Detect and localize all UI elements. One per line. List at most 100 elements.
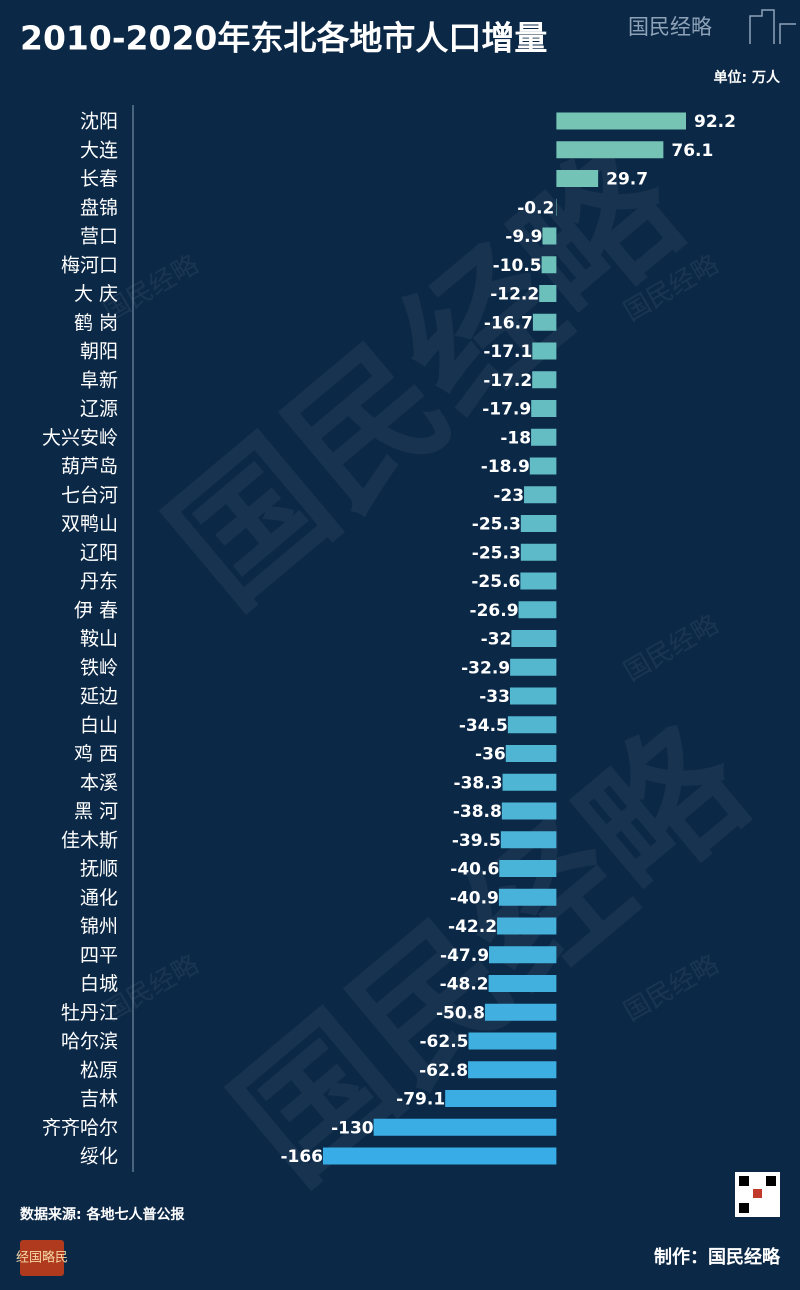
- value-label: -62.8: [419, 1061, 468, 1081]
- bar: [510, 658, 557, 676]
- value-label: -18: [500, 428, 531, 448]
- bar: [529, 457, 557, 475]
- y-tick-label: 四平: [80, 944, 118, 966]
- y-tick-label: 双鸭山: [61, 513, 118, 535]
- value-label: -50.8: [436, 1003, 485, 1023]
- bar: [501, 802, 557, 820]
- value-label: -166: [280, 1147, 323, 1167]
- y-tick-label: 沈阳: [80, 111, 118, 133]
- bar: [498, 888, 557, 906]
- value-label: -9.9: [505, 227, 542, 247]
- value-label: 76.1: [671, 141, 713, 161]
- y-tick-label: 通化: [80, 887, 118, 909]
- y-tick-label: 抚顺: [80, 858, 118, 880]
- bar: [531, 400, 557, 417]
- bar: [532, 371, 557, 389]
- value-label: -25.3: [472, 515, 521, 535]
- y-tick-label: 盘锦: [80, 197, 118, 219]
- value-label: -26.9: [470, 601, 519, 621]
- value-label: -47.9: [440, 946, 489, 966]
- value-label: -34.5: [459, 716, 508, 736]
- chart-title: 2010-2020年东北各地市人口增量: [20, 19, 547, 58]
- bar: [468, 1032, 557, 1050]
- value-label: -48.2: [440, 975, 489, 995]
- credit: 制作：国民经略: [654, 1246, 781, 1268]
- value-label: -17.9: [482, 400, 531, 420]
- bar: [505, 745, 557, 762]
- y-tick-label: 锦州: [80, 916, 118, 938]
- bar: [373, 1118, 557, 1136]
- bar: [556, 198, 557, 216]
- bar: [445, 1090, 557, 1107]
- bar: [556, 112, 686, 130]
- value-label: -40.9: [450, 888, 499, 908]
- value-label: -130: [331, 1118, 374, 1138]
- value-label: -23: [493, 486, 524, 506]
- y-tick-label: 本溪: [80, 772, 118, 794]
- qr-center: [753, 1189, 762, 1198]
- unit-label: 单位: 万人: [714, 69, 781, 86]
- bar: [556, 170, 599, 187]
- logo: 国民经略: [628, 15, 712, 39]
- qr-finder: [739, 1176, 749, 1186]
- bar: [500, 831, 557, 849]
- value-label: -16.7: [484, 313, 533, 333]
- bar: [520, 515, 557, 532]
- y-tick-label: 白城: [80, 973, 118, 995]
- y-tick-label: 鸡 西: [74, 743, 118, 765]
- bar: [532, 342, 557, 360]
- value-label: -32.9: [461, 658, 510, 678]
- bar: [532, 313, 557, 331]
- y-tick-label: 朝阳: [80, 341, 118, 363]
- value-label: 92.2: [694, 112, 736, 132]
- value-label: -0.2: [517, 198, 554, 218]
- bar: [323, 1147, 557, 1165]
- bar: [497, 917, 557, 935]
- value-label: -18.9: [481, 457, 530, 477]
- bar: [539, 285, 557, 302]
- value-label: -39.5: [452, 831, 501, 851]
- y-tick-label: 营口: [80, 226, 118, 248]
- value-label: 29.7: [606, 170, 648, 190]
- y-tick-label: 大 庆: [74, 283, 118, 305]
- value-label: -12.2: [490, 285, 539, 305]
- value-label: -36: [475, 745, 506, 765]
- bar: [488, 975, 557, 992]
- y-tick-label: 葫芦岛: [61, 456, 118, 478]
- y-tick-label: 黑 河: [74, 801, 118, 823]
- y-tick-label: 齐齐哈尔: [42, 1117, 118, 1139]
- y-tick-label: 白山: [80, 714, 118, 736]
- y-tick-label: 七台河: [61, 484, 118, 506]
- y-tick-label: 哈尔滨: [61, 1031, 118, 1053]
- y-tick-label: 伊 春: [74, 599, 118, 621]
- value-label: -32: [481, 630, 512, 650]
- bar: [507, 716, 557, 734]
- bar: [556, 141, 664, 159]
- badge: 经国略民: [16, 1250, 68, 1266]
- bar: [484, 1003, 557, 1021]
- y-tick-label: 长春: [80, 168, 118, 190]
- badge-box: [20, 1240, 64, 1276]
- bar: [520, 543, 557, 561]
- y-tick-label: 牡丹江: [61, 1002, 118, 1024]
- y-tick-label: 铁岭: [80, 657, 118, 679]
- value-label: -25.6: [471, 572, 520, 592]
- y-tick-label: 绥化: [80, 1146, 118, 1168]
- value-label: -38.3: [454, 773, 503, 793]
- qr-code: [735, 1172, 780, 1217]
- qr-finder: [739, 1203, 749, 1213]
- value-label: -40.6: [450, 860, 499, 880]
- y-tick-label: 延边: [80, 686, 118, 708]
- y-tick-label: 大兴安岭: [42, 427, 118, 449]
- bar: [542, 227, 557, 245]
- bar: [541, 256, 557, 274]
- value-label: -17.1: [483, 342, 532, 362]
- y-tick-label: 大连: [80, 139, 118, 161]
- y-tick-label: 丹东: [80, 571, 118, 593]
- qr-finder: [766, 1176, 776, 1186]
- value-label: -33: [479, 687, 510, 707]
- bar: [511, 630, 557, 647]
- bar: [489, 946, 557, 964]
- bar: [520, 572, 557, 590]
